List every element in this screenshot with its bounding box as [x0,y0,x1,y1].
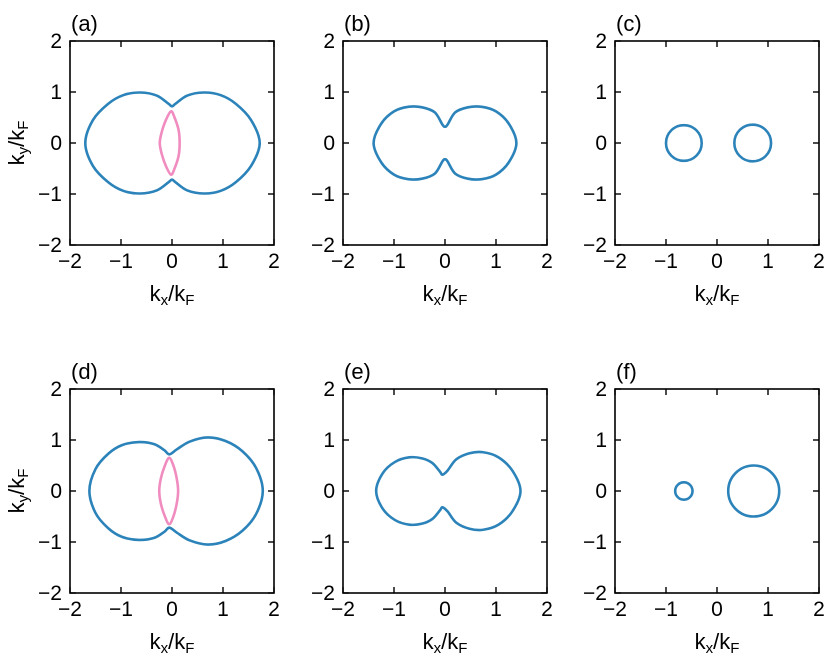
y-axis-label: ky/kF [4,121,32,166]
y-tick-label: −2 [583,234,607,257]
x-tick-label: −2 [58,250,82,273]
x-tick-label: 1 [762,598,774,621]
y-tick-label: 1 [323,429,335,452]
y-tick-label: −2 [311,582,335,605]
contour-curve [158,110,181,176]
y-axis-label: ky/kF [4,469,32,514]
panel-c: −2 −1 0 1 2 −2 −1 0 1 2 (c) kx/kF [583,11,825,309]
panel-b: −2 −1 0 1 2 −2 −1 0 1 2 (b) kx/kF [311,11,553,309]
x-tick-label: −1 [109,250,133,273]
y-tick-label: 0 [323,132,335,155]
x-tick-label: −2 [331,250,355,273]
panel-e: −2 −1 0 1 2 −2 −1 0 1 2 (e) kx/kF [311,359,553,657]
panel-label: (b) [344,11,371,36]
x-axis-label: kx/kF [695,281,740,309]
x-axis-label: kx/kF [423,629,468,657]
x-tick-label: 0 [711,598,723,621]
panel-a: −2 −1 0 1 2 −2 −1 0 1 2 (a) kx/kF ky/kF [4,11,280,309]
x-tick-label: 2 [268,250,280,273]
y-tick-label: −2 [38,582,62,605]
y-tick-label: −1 [311,183,335,206]
axes-frame [69,388,275,594]
y-tick-label: 1 [50,429,62,452]
y-tick-label: 0 [595,132,607,155]
contour-curve [157,456,180,526]
panel-label: (e) [344,359,371,384]
x-axis-label: kx/kF [695,629,740,657]
x-tick-label: 1 [762,250,774,273]
y-tick-label: −1 [38,531,62,554]
contour-curve [673,481,694,501]
contour-curve [733,123,773,163]
contour-curve [664,123,704,163]
x-axis-label: kx/kF [150,629,195,657]
x-tick-label: 0 [439,598,451,621]
panel-d: −2 −1 0 1 2 −2 −1 0 1 2 (d) kx/kF ky/kF [4,359,280,657]
x-tick-label: −2 [603,250,627,273]
y-tick-label: 2 [323,378,335,401]
x-tick-label: 0 [166,598,178,621]
y-tick-label: 2 [595,30,607,53]
x-tick-label: −1 [654,598,678,621]
y-tick-label: 0 [323,480,335,503]
y-tick-label: −1 [583,183,607,206]
y-tick-label: 0 [595,480,607,503]
x-tick-label: 2 [813,250,825,273]
y-tick-label: 2 [323,30,335,53]
y-tick-label: 2 [595,378,607,401]
contour-curve [88,436,265,546]
y-tick-label: −1 [38,183,62,206]
x-tick-label: 2 [268,598,280,621]
x-tick-label: −1 [654,250,678,273]
x-tick-label: 0 [439,250,451,273]
y-tick-label: −2 [583,582,607,605]
x-tick-label: −1 [382,250,406,273]
contour-curve [372,105,518,181]
axes-frame [342,388,548,594]
x-tick-label: −2 [331,598,355,621]
y-tick-label: 1 [323,81,335,104]
axes-frame [614,388,820,594]
x-tick-label: 1 [490,250,502,273]
x-tick-label: 2 [541,598,553,621]
x-tick-label: −2 [58,598,82,621]
contour-curve [84,91,262,195]
x-axis-label: kx/kF [423,281,468,309]
x-tick-label: 0 [711,250,723,273]
panel-label: (d) [71,359,98,384]
x-tick-label: 1 [490,598,502,621]
y-tick-label: −1 [583,531,607,554]
x-axis-label: kx/kF [150,281,195,309]
y-tick-label: 0 [50,132,62,155]
y-tick-label: 2 [50,378,62,401]
y-tick-label: 1 [595,429,607,452]
panel-label: (c) [616,11,642,36]
axes-frame [614,40,820,246]
contour-curve [726,464,781,518]
y-tick-label: −2 [38,234,62,257]
x-tick-label: 2 [541,250,553,273]
x-tick-label: 0 [166,250,178,273]
y-tick-label: −2 [311,234,335,257]
panel-label: (f) [616,359,637,384]
panel-label: (a) [71,11,98,36]
contour-curve [374,450,522,532]
x-tick-label: 1 [217,250,229,273]
x-tick-label: 1 [217,598,229,621]
y-tick-label: 1 [50,81,62,104]
x-tick-label: −1 [382,598,406,621]
x-tick-label: 2 [813,598,825,621]
axes-frame [69,40,275,246]
y-tick-label: 0 [50,480,62,503]
x-tick-label: −2 [603,598,627,621]
y-tick-label: −1 [311,531,335,554]
panel-f: −2 −1 0 1 2 −2 −1 0 1 2 (f) kx/kF [583,359,825,657]
y-tick-label: 2 [50,30,62,53]
x-tick-label: −1 [109,598,133,621]
y-tick-label: 1 [595,81,607,104]
